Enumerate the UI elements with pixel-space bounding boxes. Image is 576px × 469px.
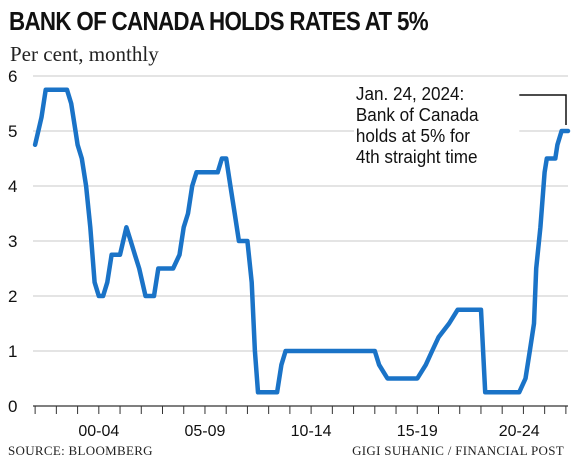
x-tick-label: 00-04 [78,423,119,440]
chart-subtitle: Per cent, monthly [10,42,159,66]
x-tick-label: 20-24 [499,423,540,440]
y-tick-label: 1 [8,342,17,361]
credit-note: GIGI SUHANIC / FINANCIAL POST [352,443,564,458]
y-tick-label: 5 [8,122,17,141]
source-note: SOURCE: BLOOMBERG [8,443,153,458]
x-tick-label: 10-14 [291,423,332,440]
series-line [32,87,571,395]
x-axis: 00-04 05-09 10-14 15-19 20-24 [33,405,568,440]
series-layer [32,87,571,395]
y-tick-label: 6 [8,67,17,86]
y-axis-ticks: 0 1 2 3 4 5 6 [8,67,17,416]
chart-title: BANK OF CANADA HOLDS RATES AT 5% [9,6,429,36]
y-tick-label: 0 [8,397,17,416]
x-tick-label: 15-19 [397,423,438,440]
x-tick-label: 05-09 [185,423,226,440]
y-tick-label: 2 [8,287,17,306]
annotation-text: Jan. 24, 2024: Bank of Canada holds at 5… [354,84,520,168]
y-tick-label: 4 [8,177,17,196]
y-tick-label: 3 [8,232,17,251]
